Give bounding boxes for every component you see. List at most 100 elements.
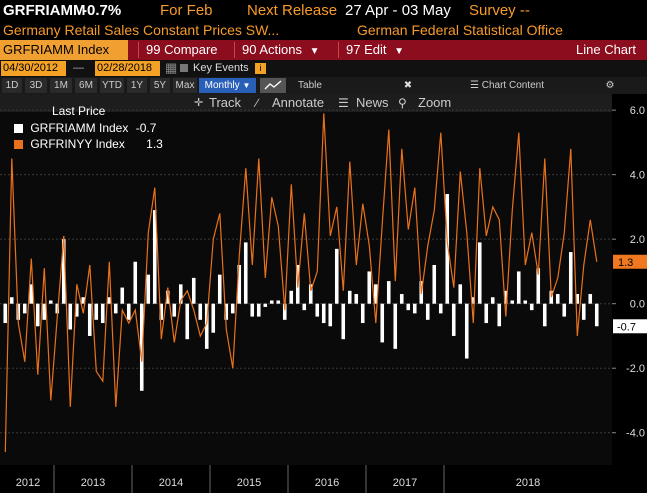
legend-swatch-yoy bbox=[14, 140, 23, 149]
chevron-down-icon: ▼ bbox=[394, 46, 405, 57]
zoom-icon[interactable]: ⚲ bbox=[398, 96, 407, 110]
ticker-field[interactable]: GRFRIAMM Index bbox=[0, 40, 128, 60]
chart-svg[interactable]: 6.0 4.0 2.0 0.0 -2.0 -4.0 2012 2013 2014 2015 2016… bbox=[0, 94, 647, 493]
x-tick-label: 2016 bbox=[315, 477, 339, 489]
mom-last-tag bbox=[613, 319, 647, 334]
mom-bar bbox=[315, 303, 320, 317]
mom-bar bbox=[562, 303, 567, 317]
start-date-input[interactable]: 04/30/2012 bbox=[1, 61, 66, 76]
frequency-select[interactable]: Monthly ▼ bbox=[199, 78, 256, 93]
mom-bar bbox=[575, 294, 580, 304]
legend-swatch-mom bbox=[14, 124, 23, 133]
compare-button[interactable]: 99 Compare bbox=[146, 42, 218, 57]
chart-legend: Last Price GRFRIAMM Index -0.7 GRFRINYY … bbox=[6, 104, 166, 156]
header-ticker: GRFRIAMM bbox=[3, 2, 86, 19]
period-ytd[interactable]: YTD bbox=[100, 78, 124, 93]
chart-content-button[interactable]: ☰ Chart Content bbox=[462, 78, 552, 93]
actions-label: 90 Actions bbox=[242, 42, 302, 57]
mom-bar bbox=[484, 303, 489, 324]
calendar-icon[interactable]: ▦ bbox=[165, 60, 178, 75]
mom-bar bbox=[198, 303, 203, 320]
mom-bar bbox=[211, 303, 216, 333]
table-label: Table bbox=[298, 80, 322, 91]
gear-icon[interactable]: ⚙ bbox=[602, 78, 618, 93]
annotate-button[interactable]: Annotate bbox=[272, 95, 325, 110]
mom-bar bbox=[536, 268, 541, 304]
plot-area[interactable] bbox=[0, 112, 612, 465]
pencil-icon[interactable]: ∕ bbox=[256, 96, 259, 110]
mom-bar bbox=[120, 287, 125, 304]
mom-bar bbox=[445, 194, 450, 304]
mom-bar bbox=[165, 290, 170, 304]
mom-bar bbox=[529, 303, 534, 311]
mom-bar bbox=[425, 303, 430, 320]
date-range-bar: 04/30/2012 — 02/28/2018 ▦ Key Events i bbox=[0, 60, 647, 77]
mom-bar bbox=[477, 242, 482, 304]
mom-bar bbox=[9, 297, 14, 304]
legend-title: Last Price bbox=[52, 104, 106, 118]
mom-bar bbox=[503, 290, 508, 304]
mom-bar bbox=[172, 303, 177, 317]
x-tick-label: 2014 bbox=[159, 477, 183, 489]
legend-row-mom: GRFRIAMM Index -0.7 bbox=[14, 121, 156, 136]
period-max[interactable]: Max bbox=[173, 78, 197, 93]
legend-row-yoy: GRFRINYY Index 1.3 bbox=[14, 137, 163, 152]
chart-content-icon: ☰ bbox=[469, 80, 482, 91]
mom-bar bbox=[399, 294, 404, 304]
mom-bar bbox=[282, 303, 287, 320]
expand-icon[interactable]: ✖ bbox=[400, 78, 416, 93]
y-tick-label: 4.0 bbox=[630, 170, 645, 182]
x-tick-label: 2017 bbox=[393, 477, 417, 489]
chevron-down-icon: ▼ bbox=[309, 46, 320, 57]
mom-bar bbox=[42, 303, 47, 320]
chevron-down-icon: ▼ bbox=[242, 81, 251, 90]
survey-label: Survey -- bbox=[469, 2, 530, 19]
source-text: German Federal Statistical Office bbox=[357, 22, 563, 38]
news-icon[interactable]: ☰ bbox=[338, 96, 349, 110]
period-3d[interactable]: 3D bbox=[25, 78, 47, 93]
mom-bar bbox=[204, 303, 209, 349]
actions-button[interactable]: 90 Actions ▼ bbox=[238, 40, 328, 60]
key-events-label: Key Events bbox=[193, 62, 249, 74]
period-5y[interactable]: 5Y bbox=[150, 78, 170, 93]
yoy-last-tag bbox=[613, 254, 647, 269]
period-1m[interactable]: 1M bbox=[50, 78, 72, 93]
next-release-label: Next Release bbox=[247, 2, 338, 19]
info-icon[interactable]: i bbox=[255, 63, 266, 74]
x-tick-label: 2012 bbox=[16, 477, 40, 489]
mom-bar bbox=[354, 294, 359, 304]
mom-bar bbox=[334, 248, 339, 304]
y-tick-label: 0.0 bbox=[630, 299, 645, 311]
table-button[interactable]: Table bbox=[290, 78, 330, 93]
mom-bar bbox=[542, 303, 547, 327]
period-bar: 1D 3D 1M 6M YTD 1Y 5Y Max Monthly ▼ Tabl… bbox=[0, 77, 647, 94]
mom-bar bbox=[29, 284, 34, 304]
mom-bar bbox=[3, 303, 8, 324]
mom-bar bbox=[380, 303, 385, 343]
edit-button[interactable]: 97 Edit ▼ bbox=[342, 40, 414, 60]
period-6m[interactable]: 6M bbox=[75, 78, 97, 93]
legend-label-mom: GRFRIAMM Index bbox=[30, 121, 129, 135]
view-mode-button[interactable]: Line Chart bbox=[576, 42, 636, 57]
mom-bar bbox=[523, 300, 528, 304]
mom-bar bbox=[243, 242, 248, 304]
mom-bar bbox=[276, 300, 281, 304]
cursor-icon[interactable]: ✛ bbox=[194, 97, 204, 109]
line-chart-icon[interactable] bbox=[260, 78, 286, 93]
zoom-button[interactable]: Zoom bbox=[418, 95, 452, 110]
mom-bar bbox=[386, 281, 391, 304]
track-button[interactable]: Track bbox=[209, 95, 242, 110]
period-1y[interactable]: 1Y bbox=[127, 78, 147, 93]
mom-bar bbox=[490, 297, 495, 304]
mom-bar bbox=[224, 303, 229, 320]
news-button[interactable]: News bbox=[356, 95, 389, 110]
mom-bar bbox=[308, 284, 313, 304]
mom-bar bbox=[250, 303, 255, 317]
mom-bar bbox=[159, 303, 164, 320]
mom-bar bbox=[22, 303, 27, 314]
period-1d[interactable]: 1D bbox=[2, 78, 22, 93]
mom-bar bbox=[588, 294, 593, 304]
mom-bar bbox=[237, 264, 242, 304]
key-events-checkbox[interactable] bbox=[180, 64, 188, 72]
end-date-input[interactable]: 02/28/2018 bbox=[95, 61, 160, 76]
